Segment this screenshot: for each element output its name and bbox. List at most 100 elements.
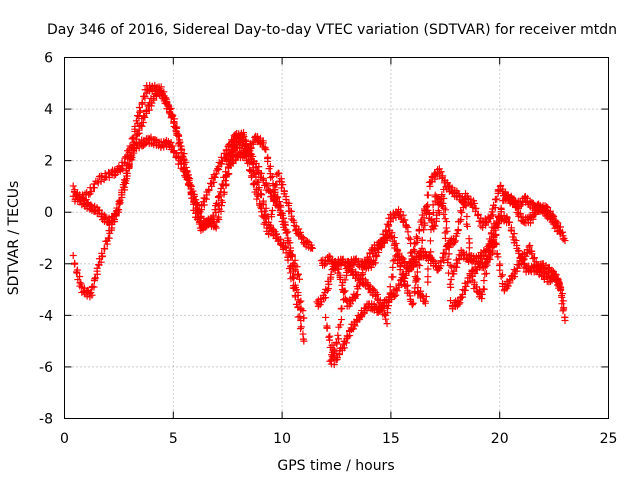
data-point (121, 158, 129, 166)
data-point (512, 237, 520, 245)
data-point (212, 224, 220, 232)
data-point (513, 241, 521, 249)
data-point (489, 211, 497, 219)
data-point (273, 230, 281, 238)
data-point (422, 293, 430, 301)
data-point (296, 313, 304, 321)
data-point (267, 210, 275, 218)
data-point (111, 216, 119, 224)
data-point (480, 277, 488, 285)
data-point (214, 194, 222, 202)
data-point (245, 158, 253, 166)
series-track-d (222, 136, 317, 252)
data-point (225, 155, 233, 163)
data-point (530, 254, 538, 262)
data-point (503, 214, 511, 222)
data-point (450, 270, 458, 278)
data-point (414, 234, 422, 242)
data-point (418, 292, 426, 300)
data-point (554, 223, 562, 231)
data-point (291, 266, 299, 274)
data-point (222, 168, 230, 176)
data-point (257, 169, 265, 177)
data-point (340, 296, 348, 304)
data-point (162, 95, 170, 103)
data-point (264, 157, 272, 165)
data-point (557, 229, 565, 237)
data-point (135, 129, 143, 137)
data-point (335, 265, 343, 273)
data-point (128, 154, 136, 162)
data-point (277, 203, 285, 211)
data-point (416, 262, 424, 270)
data-point (356, 278, 364, 286)
data-points (69, 81, 569, 369)
data-point (547, 277, 555, 285)
data-point (480, 285, 488, 293)
data-point (141, 113, 149, 121)
data-point (429, 201, 437, 209)
y-tick-label: 6 (44, 51, 53, 67)
data-point (472, 204, 480, 212)
data-point (212, 199, 220, 207)
data-point (287, 275, 295, 283)
data-point (386, 218, 394, 226)
data-point (211, 173, 219, 181)
data-point (559, 297, 567, 305)
y-axis-label: SDTVAR / TECUs (6, 181, 22, 296)
data-point (457, 215, 465, 223)
data-point (207, 219, 215, 227)
data-point (252, 170, 260, 178)
data-point (413, 268, 421, 276)
data-point (95, 206, 103, 214)
data-point (205, 187, 213, 195)
data-point (392, 240, 400, 248)
data-point (259, 174, 267, 182)
data-point (266, 162, 274, 170)
data-point (456, 299, 464, 307)
data-point (497, 205, 505, 213)
data-point (497, 182, 505, 190)
data-point (423, 202, 431, 210)
data-point (76, 272, 84, 280)
data-point (273, 181, 281, 189)
series-track-g (322, 182, 565, 369)
data-point (478, 295, 486, 303)
data-point (418, 244, 426, 252)
data-point (443, 227, 451, 235)
data-point (91, 274, 99, 282)
data-point (279, 214, 287, 222)
data-point (287, 244, 295, 252)
data-point (195, 207, 203, 215)
data-point (551, 218, 559, 226)
data-point (534, 263, 542, 271)
data-point (275, 169, 283, 177)
data-point (270, 196, 278, 204)
data-point (304, 237, 312, 245)
data-point (515, 246, 523, 254)
data-point (335, 335, 343, 343)
data-point (401, 216, 409, 224)
data-point (440, 249, 448, 257)
data-point (444, 258, 452, 266)
data-point (442, 206, 450, 214)
data-point (410, 263, 418, 271)
data-point (552, 271, 560, 279)
data-point (333, 338, 341, 346)
y-tick-label: -2 (39, 257, 53, 273)
data-point (108, 224, 116, 232)
data-point (440, 185, 448, 193)
data-point (447, 283, 455, 291)
data-point (510, 230, 518, 238)
data-point (328, 351, 336, 359)
data-point (463, 222, 471, 230)
data-point (279, 181, 287, 189)
data-point (483, 270, 491, 278)
data-point (115, 200, 123, 208)
data-point (239, 136, 247, 144)
data-point (475, 286, 483, 294)
data-point (458, 209, 466, 217)
data-point (257, 203, 265, 211)
x-tick-label: 20 (491, 431, 509, 447)
data-point (330, 345, 338, 353)
